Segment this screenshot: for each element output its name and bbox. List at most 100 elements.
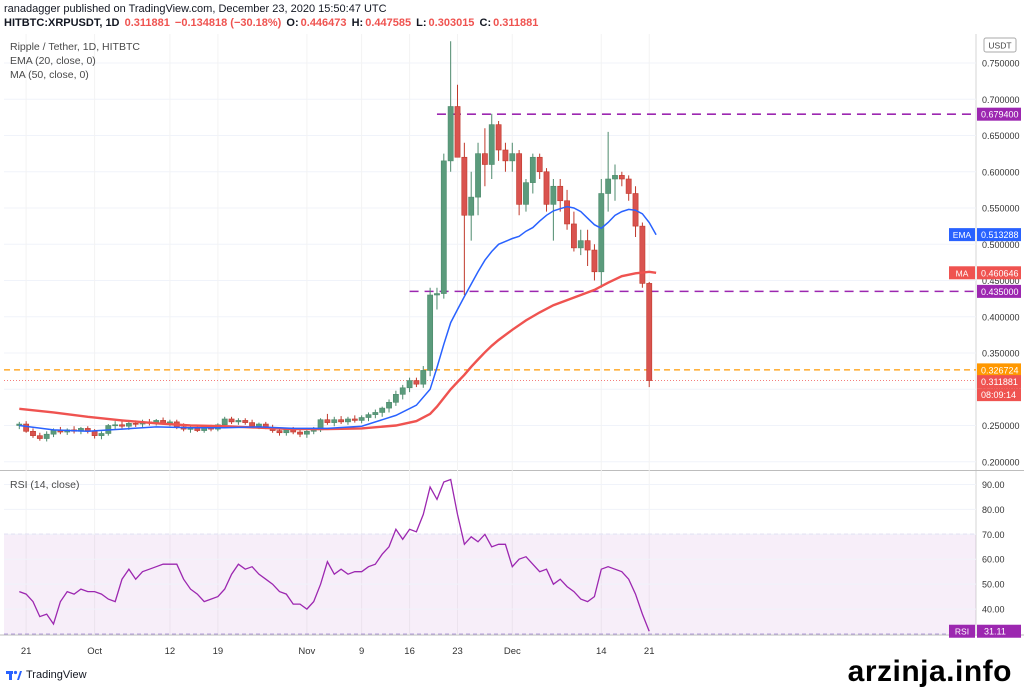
candle-body: [646, 283, 653, 381]
candle-body: [427, 294, 434, 371]
currency-badge: [983, 37, 1017, 53]
candle: [625, 175, 632, 201]
high-label: H:: [351, 17, 364, 29]
candle: [372, 409, 379, 419]
rsi-pane: [4, 483, 976, 635]
candle: [228, 416, 235, 425]
candle-body: [23, 423, 30, 432]
candle: [571, 211, 577, 252]
candle: [481, 128, 488, 187]
candle: [550, 179, 557, 241]
currency-label: USDT: [988, 41, 1011, 51]
rsi-tick-label: 40.00: [982, 605, 1005, 615]
candle: [427, 287, 434, 377]
price-axis[interactable]: 0.750000 0.700000 0.650000 0.600000 0.550000…: [982, 37, 1020, 467]
candle-body: [324, 419, 331, 423]
last-price: 0.311881: [124, 17, 170, 29]
legend-title: Ripple / Tether, 1D, HITBTC: [10, 41, 140, 53]
candle: [502, 142, 509, 172]
tag-ma-name: MA: [956, 268, 969, 278]
close-value: 0.311881: [493, 17, 539, 29]
candle-body: [564, 200, 570, 225]
candle-body: [625, 178, 632, 194]
candle-body: [618, 175, 625, 180]
candle-body: [481, 153, 488, 165]
candle: [577, 229, 584, 256]
price-tick-label: 0.500000: [982, 240, 1020, 250]
rsi-tick-label: 50.00: [982, 580, 1005, 590]
tag-rsi-value: 31.11: [984, 627, 1006, 637]
tag-ma-value-bg: [977, 266, 1021, 280]
candle-body: [434, 293, 440, 296]
rsi-tick-label: 90.00: [982, 480, 1005, 490]
candle-body: [502, 149, 509, 162]
rsi-axis[interactable]: 90.00 80.00 70.00 60.00 50.00 40.00: [982, 480, 1005, 615]
candle-body: [605, 178, 612, 194]
candle-body: [509, 153, 516, 162]
candle: [84, 426, 91, 434]
candle-body: [187, 428, 194, 430]
tag-level-low: 0.326724: [981, 365, 1019, 375]
time-tick-label: 14: [596, 646, 607, 657]
candle-body: [242, 420, 249, 423]
candle: [584, 229, 591, 266]
candle-body: [297, 431, 303, 435]
tag-ema-name-bg: [949, 228, 975, 242]
time-axis[interactable]: 21 Oct 12 19 Nov 9 16 23 Dec 14 21: [21, 646, 655, 657]
rsi-tick-label: 80.00: [982, 505, 1005, 515]
time-tick-label: Oct: [87, 646, 102, 657]
price-tick-label: 0.750000: [982, 59, 1020, 69]
candle: [338, 416, 345, 425]
tag-level-mid: 0.435000: [981, 287, 1019, 297]
candle-body: [406, 380, 413, 389]
candle: [64, 428, 71, 435]
candle: [112, 421, 119, 430]
candle: [420, 366, 427, 388]
time-tick-label: 16: [404, 646, 415, 657]
candle-body: [639, 225, 646, 284]
candle: [447, 41, 454, 172]
candle: [475, 142, 481, 216]
candle-body: [516, 153, 523, 205]
price-tick-label: 0.550000: [982, 204, 1020, 214]
candle-body: [488, 124, 495, 165]
price-tick-label: 0.650000: [982, 131, 1020, 141]
candle-body: [303, 430, 310, 435]
publisher-line: ranadagger published on TradingView.com,…: [4, 3, 387, 15]
tag-rsi-value-bg: [977, 624, 1021, 638]
time-tick-label: 9: [359, 646, 364, 657]
candle: [461, 142, 468, 295]
candle-body: [235, 420, 242, 423]
candle: [386, 399, 392, 413]
candle-body: [399, 387, 406, 395]
time-tick-label: 21: [644, 646, 655, 657]
candle-body: [112, 424, 119, 427]
candle-body: [331, 419, 338, 423]
tag-last-price: 0.311881: [981, 377, 1018, 387]
rsi-tick-label: 60.00: [982, 555, 1005, 565]
candle-body: [345, 418, 351, 423]
candle-body: [420, 370, 427, 385]
tag-ema-name: EMA: [953, 230, 972, 240]
tradingview-logo[interactable]: TradingView: [6, 669, 87, 681]
time-tick-label: Nov: [298, 646, 315, 657]
candle: [440, 153, 447, 299]
candle: [235, 418, 242, 425]
tag-level-high: 0.679400: [981, 110, 1019, 120]
candle-body: [523, 182, 529, 205]
open-label: O:: [286, 17, 299, 29]
candle: [434, 287, 440, 310]
candle-body: [36, 435, 43, 439]
candle-body: [468, 196, 475, 216]
legend-rsi: RSI (14, close): [10, 479, 80, 491]
candle-body: [276, 430, 283, 434]
low-label: L:: [416, 17, 427, 29]
candle-body: [413, 380, 420, 385]
candle-body: [461, 156, 468, 216]
candle: [591, 244, 598, 281]
candle-body: [584, 240, 591, 251]
price-chart[interactable]: 0.750000 0.700000 0.650000 0.600000 0.550000…: [0, 34, 1024, 664]
candle: [612, 164, 618, 201]
candle: [71, 426, 77, 434]
candle: [557, 179, 564, 212]
